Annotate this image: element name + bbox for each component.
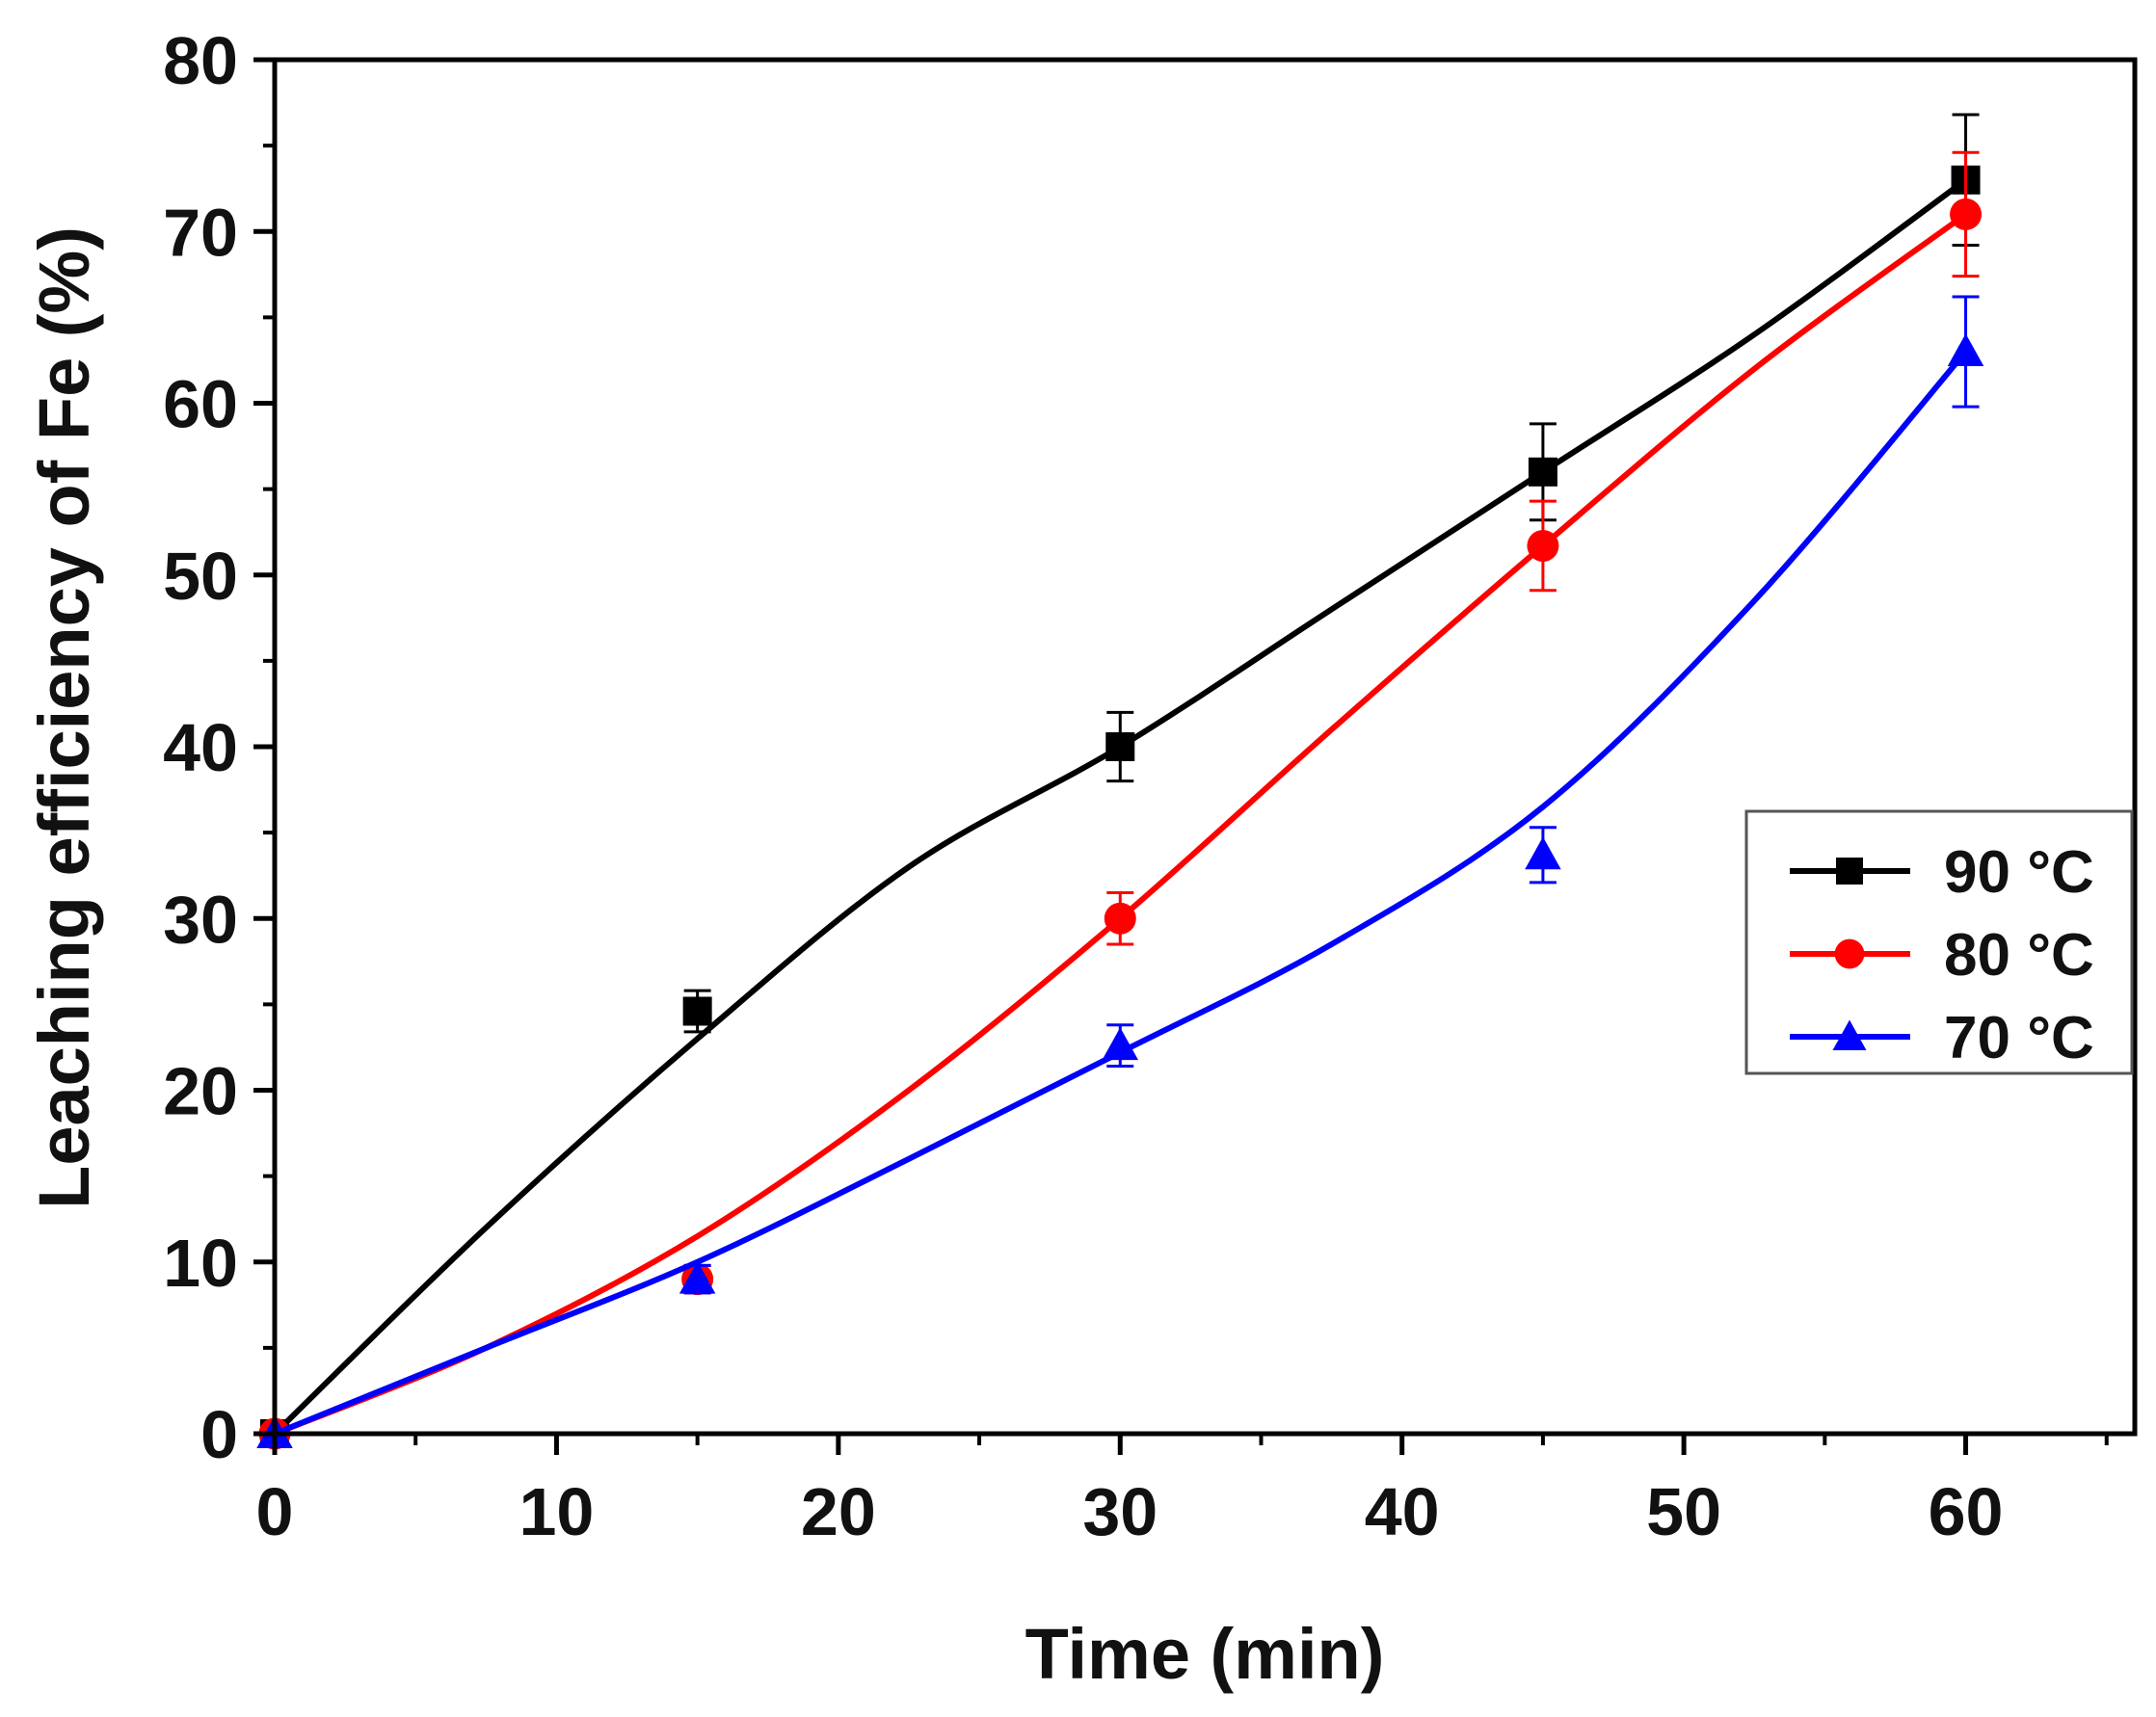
- x-axis-label: Time (min): [1025, 1614, 1385, 1694]
- data-point: [1105, 732, 1135, 761]
- y-tick-label: 40: [163, 710, 238, 785]
- data-point: [1102, 1027, 1139, 1061]
- data-point: [679, 1260, 716, 1294]
- y-axis-label: Leaching efficiency of Fe (%): [24, 226, 104, 1209]
- x-tick-label: 50: [1646, 1474, 1721, 1549]
- y-tick-label: 30: [163, 882, 238, 957]
- data-point: [682, 996, 712, 1026]
- y-tick-label: 60: [163, 367, 238, 442]
- y-tick-label: 70: [163, 195, 238, 270]
- y-tick-label: 50: [163, 539, 238, 614]
- y-tick-label: 0: [200, 1397, 238, 1472]
- data-point: [1950, 198, 1983, 230]
- x-tick-label: 60: [1929, 1474, 2004, 1549]
- legend-label: 70 °C: [1944, 1005, 2094, 1071]
- legend-box: [1744, 809, 2134, 1075]
- data-point: [1947, 333, 1984, 367]
- legend-marker: [1832, 1019, 1867, 1050]
- x-tick-label: 40: [1365, 1474, 1440, 1549]
- data-point: [1104, 902, 1136, 935]
- data-point: [1525, 836, 1561, 870]
- x-axis: 0 10 20 30 40 50 60: [256, 1434, 2109, 1549]
- x-tick-label: 0: [256, 1474, 294, 1549]
- legend-marker: [1834, 938, 1865, 969]
- legend: 90 °C 80 °C 70 °C: [1744, 809, 2134, 1075]
- legend-label: 90 °C: [1944, 839, 2094, 906]
- y-tick-label: 80: [163, 23, 238, 98]
- series-line: [273, 350, 1968, 1437]
- y-tick-label: 20: [163, 1054, 238, 1129]
- legend-label: 80 °C: [1944, 922, 2094, 989]
- series-layer: [256, 113, 1984, 1450]
- legend-marker: [1836, 858, 1863, 885]
- data-point: [1527, 529, 1559, 562]
- x-tick-label: 30: [1082, 1474, 1158, 1549]
- y-axis: 0 10 20 30 40 50 60 70 80: [163, 23, 275, 1472]
- x-tick-label: 10: [519, 1474, 594, 1549]
- x-tick-label: 20: [801, 1474, 876, 1549]
- data-point: [1528, 457, 1557, 487]
- y-tick-label: 10: [163, 1226, 238, 1301]
